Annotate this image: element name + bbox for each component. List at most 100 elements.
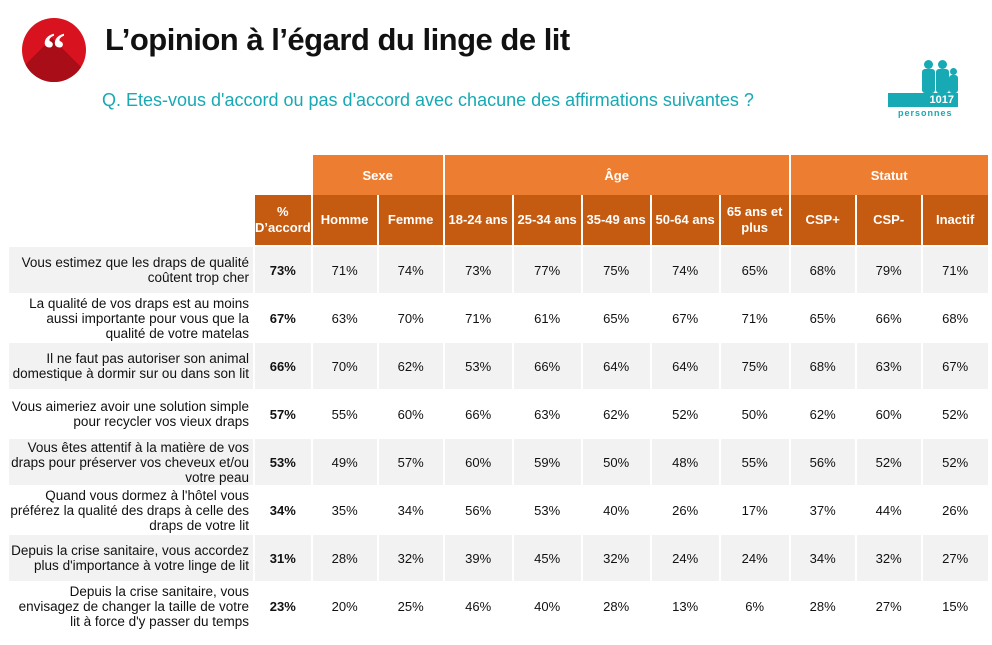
sample-count: 1017 <box>888 93 958 107</box>
value-cell: 63% <box>511 389 582 438</box>
group-header-age: Âge <box>442 155 790 195</box>
total-agree-cell: 53% <box>253 437 312 486</box>
value-cell: 37% <box>788 485 856 534</box>
value-cell: 40% <box>511 581 582 630</box>
table-row: Depuis la crise sanitaire, vous accordez… <box>9 533 988 582</box>
column-header: Homme <box>310 195 378 246</box>
value-cell: 73% <box>442 245 513 294</box>
results-table: Sexe Âge Statut % D’accord Homme Femme 18-2… <box>8 155 988 630</box>
value-cell: 28% <box>580 581 651 630</box>
value-cell: 61% <box>511 293 582 342</box>
column-header: 65 ans et plus <box>718 195 790 246</box>
value-cell: 34% <box>376 485 444 534</box>
value-cell: 74% <box>649 245 720 294</box>
value-cell: 50% <box>718 389 790 438</box>
value-cell: 45% <box>511 533 582 582</box>
value-cell: 27% <box>854 581 922 630</box>
value-cell: 17% <box>718 485 790 534</box>
value-cell: 55% <box>310 389 378 438</box>
value-cell: 20% <box>310 581 378 630</box>
value-cell: 62% <box>376 341 444 390</box>
column-header: 25-34 ans <box>511 195 582 246</box>
value-cell: 65% <box>788 293 856 342</box>
value-cell: 65% <box>580 293 651 342</box>
value-cell: 70% <box>310 341 378 390</box>
value-cell: 62% <box>580 389 651 438</box>
value-cell: 67% <box>920 341 988 390</box>
value-cell: 57% <box>376 437 444 486</box>
value-cell: 52% <box>920 389 988 438</box>
value-cell: 44% <box>854 485 922 534</box>
value-cell: 60% <box>442 437 513 486</box>
value-cell: 68% <box>788 245 856 294</box>
value-cell: 59% <box>511 437 582 486</box>
table-row: Vous aimeriez avoir une solution simple … <box>9 389 988 438</box>
value-cell: 6% <box>718 581 790 630</box>
value-cell: 71% <box>718 293 790 342</box>
table-row: Vous estimez que les draps de qualité co… <box>9 245 988 294</box>
question-text: Q. Etes-vous d'accord ou pas d'accord av… <box>102 90 754 110</box>
sample-size-badge: 1017 personnes <box>888 60 958 120</box>
statement-label: Depuis la crise sanitaire, vous envisage… <box>9 581 254 630</box>
value-cell: 53% <box>442 341 513 390</box>
statement-label: Depuis la crise sanitaire, vous accordez… <box>9 533 254 582</box>
value-cell: 27% <box>920 533 988 582</box>
value-cell: 71% <box>920 245 988 294</box>
total-agree-cell: 67% <box>253 293 312 342</box>
value-cell: 25% <box>376 581 444 630</box>
value-cell: 65% <box>718 245 790 294</box>
value-cell: 56% <box>442 485 513 534</box>
value-cell: 50% <box>580 437 651 486</box>
value-cell: 62% <box>788 389 856 438</box>
value-cell: 26% <box>649 485 720 534</box>
group-header-statut: Statut <box>788 155 988 195</box>
value-cell: 63% <box>854 341 922 390</box>
table-row: Il ne faut pas autoriser son animal dome… <box>9 341 988 390</box>
total-agree-cell: 34% <box>253 485 312 534</box>
table-row: Quand vous dormez à l'hôtel vous préfére… <box>9 485 988 534</box>
value-cell: 60% <box>376 389 444 438</box>
value-cell: 53% <box>511 485 582 534</box>
value-cell: 68% <box>788 341 856 390</box>
value-cell: 28% <box>310 533 378 582</box>
value-cell: 64% <box>649 341 720 390</box>
column-header: Inactif <box>920 195 988 246</box>
total-agree-cell: 66% <box>253 341 312 390</box>
value-cell: 52% <box>649 389 720 438</box>
value-cell: 66% <box>511 341 582 390</box>
value-cell: 34% <box>788 533 856 582</box>
value-cell: 71% <box>442 293 513 342</box>
column-header: % D’accord <box>253 195 312 246</box>
value-cell: 67% <box>649 293 720 342</box>
value-cell: 24% <box>649 533 720 582</box>
value-cell: 28% <box>788 581 856 630</box>
value-cell: 39% <box>442 533 513 582</box>
value-cell: 71% <box>310 245 378 294</box>
statement-label: Quand vous dormez à l'hôtel vous préfére… <box>9 485 254 534</box>
statement-label: Vous estimez que les draps de qualité co… <box>9 245 254 294</box>
total-agree-cell: 57% <box>253 389 312 438</box>
value-cell: 24% <box>718 533 790 582</box>
value-cell: 40% <box>580 485 651 534</box>
value-cell: 77% <box>511 245 582 294</box>
statement-label: La qualité de vos draps est au moins aus… <box>9 293 254 342</box>
statement-label: Vous êtes attentif à la matière de vos d… <box>9 437 254 486</box>
total-agree-cell: 73% <box>253 245 312 294</box>
column-header: Femme <box>376 195 444 246</box>
column-header: 35-49 ans <box>580 195 651 246</box>
column-header: CSP- <box>854 195 922 246</box>
value-cell: 63% <box>310 293 378 342</box>
value-cell: 26% <box>920 485 988 534</box>
value-cell: 74% <box>376 245 444 294</box>
column-header: CSP+ <box>788 195 856 246</box>
value-cell: 13% <box>649 581 720 630</box>
value-cell: 46% <box>442 581 513 630</box>
table-row: Depuis la crise sanitaire, vous envisage… <box>9 581 988 630</box>
total-agree-cell: 31% <box>253 533 312 582</box>
value-cell: 75% <box>718 341 790 390</box>
value-cell: 32% <box>854 533 922 582</box>
value-cell: 55% <box>718 437 790 486</box>
value-cell: 52% <box>854 437 922 486</box>
value-cell: 52% <box>920 437 988 486</box>
value-cell: 75% <box>580 245 651 294</box>
